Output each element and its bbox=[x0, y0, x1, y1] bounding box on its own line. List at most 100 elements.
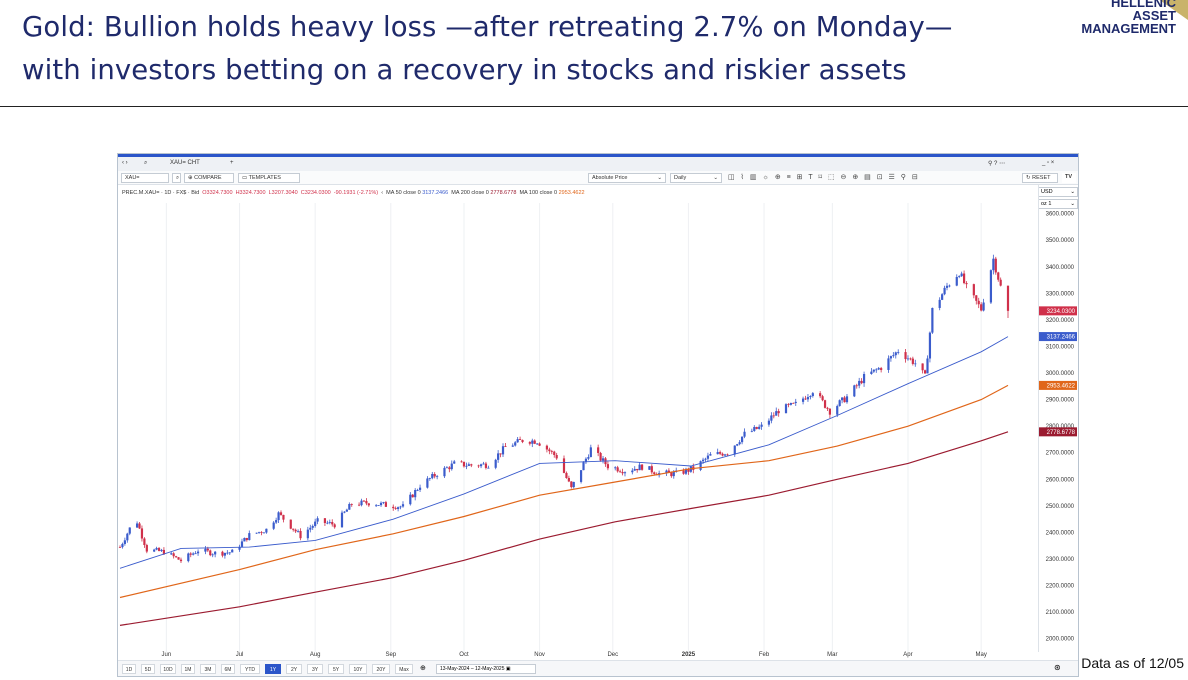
symbol-search-icon[interactable]: ⌕ bbox=[172, 173, 181, 183]
candle-body bbox=[294, 529, 297, 532]
y-tick-label: 2100.0000 bbox=[1046, 610, 1075, 616]
candle-body bbox=[528, 442, 531, 444]
candle-body bbox=[548, 449, 551, 452]
price-chart[interactable]: Jun Jul Aug Sep Oct Nov Dec 2025 Feb Mar Apr May 200… bbox=[118, 154, 1080, 660]
candle-body bbox=[819, 393, 822, 397]
instrument-label: PREC.M.XAU= · 1D · FX$ · Bid bbox=[122, 190, 200, 196]
price-mode-value: Absolute Price bbox=[592, 175, 628, 181]
range-button-ytd[interactable]: YTD bbox=[240, 664, 260, 674]
x-tick-label: Aug bbox=[310, 652, 321, 658]
candle-body bbox=[340, 512, 344, 528]
compare-icon: ⊕ bbox=[188, 175, 195, 181]
window-tools-icon[interactable]: ⚲ ? ⋯ bbox=[988, 161, 1006, 167]
candle-body bbox=[431, 473, 434, 479]
range-button-6m[interactable]: 6M bbox=[221, 664, 235, 674]
range-settings-icon[interactable]: ⊕ bbox=[420, 665, 426, 672]
ohlc-close: C3234.0300 bbox=[300, 190, 331, 196]
window-controls-icon[interactable]: _ ▫ × bbox=[1042, 160, 1055, 166]
candle-body bbox=[897, 352, 900, 353]
y-tick-label: 3600.0000 bbox=[1046, 212, 1075, 218]
range-button-5d[interactable]: 5D bbox=[141, 664, 155, 674]
candle-body bbox=[853, 385, 856, 397]
compare-button[interactable]: ⊕ COMPARE bbox=[184, 173, 234, 183]
candle-body bbox=[845, 396, 849, 403]
templates-button[interactable]: ▭ TEMPLATES bbox=[238, 173, 300, 183]
slide-title: Gold: Bullion holds heavy loss —after re… bbox=[22, 6, 1062, 92]
candle-body bbox=[209, 550, 212, 556]
candle-body bbox=[226, 552, 229, 554]
candle-body bbox=[753, 426, 756, 431]
candle-body bbox=[928, 332, 932, 359]
interval-select[interactable]: Daily ⌄ bbox=[670, 173, 722, 183]
reset-button[interactable]: ↻ RESET bbox=[1022, 173, 1058, 183]
add-tab-icon[interactable]: + bbox=[230, 160, 234, 166]
candle-body bbox=[243, 537, 246, 542]
ma200-label: MA 200 close 0 bbox=[451, 190, 489, 196]
candle-body bbox=[516, 439, 519, 443]
back-forward-icon[interactable]: ‹ › bbox=[122, 160, 128, 166]
candle-body bbox=[279, 512, 283, 515]
date-range-field[interactable]: 13-May-2024 – 12-May-2025 ▣ bbox=[436, 664, 536, 674]
candle-body bbox=[841, 397, 844, 401]
templates-icon: ▭ bbox=[242, 175, 249, 181]
price-tag-label: 2953.4622 bbox=[1047, 383, 1076, 389]
symbol-input[interactable]: XAU= bbox=[121, 173, 169, 183]
chart-settings-icon[interactable]: ⊛ bbox=[1054, 663, 1061, 672]
drawing-tools-icon[interactable]: ◫ ⌇ ▥ ☼ ⊕ ≡ ⊞ T ⌑ ⬚ ⊖ ⊕ ▤ ⊡ ☰ ⚲ ⊟ bbox=[728, 174, 920, 181]
candle-body bbox=[975, 295, 978, 301]
range-button-10d[interactable]: 10D bbox=[160, 664, 176, 674]
tv-logo-icon: TV bbox=[1062, 173, 1076, 183]
ohlc-low: L3207.3040 bbox=[268, 190, 298, 196]
x-tick-label: Jul bbox=[236, 652, 244, 658]
candle-body bbox=[811, 393, 814, 397]
candle-body bbox=[921, 363, 924, 371]
candle-body bbox=[487, 467, 490, 469]
symbol-tab[interactable]: XAU= CHT bbox=[170, 160, 200, 166]
chart-terminal: ‹ › ⌕ XAU= CHT + ⚲ ? ⋯ _ ▫ × XAU= ⌕ ⊕ CO… bbox=[117, 153, 1079, 677]
price-mode-select[interactable]: Absolute Price ⌄ bbox=[588, 173, 666, 183]
chevron-down-icon: ⌄ bbox=[713, 175, 718, 181]
x-tick-label: Jun bbox=[162, 652, 172, 658]
range-button-1y[interactable]: 1Y bbox=[265, 664, 281, 674]
price-tag-box bbox=[1039, 306, 1077, 316]
chart-toolbar: XAU= ⌕ ⊕ COMPARE ▭ TEMPLATES Absolute Pr… bbox=[118, 171, 1078, 185]
range-button-max[interactable]: Max bbox=[395, 664, 413, 674]
candle-body bbox=[670, 472, 673, 477]
y-tick-label: 3400.0000 bbox=[1046, 265, 1075, 271]
x-tick-label: Dec bbox=[607, 652, 618, 658]
candle-body bbox=[787, 404, 790, 405]
candle-body bbox=[633, 468, 636, 471]
candle-body bbox=[631, 470, 634, 473]
candle-body bbox=[494, 459, 497, 468]
range-button-3y[interactable]: 3Y bbox=[307, 664, 323, 674]
candle-body bbox=[521, 439, 524, 443]
candle-body bbox=[536, 443, 539, 445]
candle-body bbox=[448, 467, 451, 470]
candle-body bbox=[992, 258, 995, 271]
range-button-5y[interactable]: 5Y bbox=[328, 664, 344, 674]
search-icon[interactable]: ⌕ bbox=[144, 160, 148, 166]
range-button-1m[interactable]: 1M bbox=[181, 664, 195, 674]
candle-body bbox=[245, 537, 248, 541]
templates-label: TEMPLATES bbox=[248, 175, 281, 181]
candle-body bbox=[587, 457, 590, 459]
legend-collapse-icon[interactable]: ‹ bbox=[381, 190, 384, 196]
candle-body bbox=[518, 439, 522, 440]
candle-body bbox=[382, 502, 385, 503]
range-button-3m[interactable]: 3M bbox=[200, 664, 216, 674]
candle-body bbox=[958, 276, 961, 277]
candle-body bbox=[309, 527, 312, 530]
candle-body bbox=[314, 521, 317, 526]
range-button-1d[interactable]: 1D bbox=[122, 664, 136, 674]
unit-value: oz 1 bbox=[1041, 201, 1052, 207]
candle-body bbox=[758, 426, 761, 429]
candle-body bbox=[123, 540, 126, 544]
range-button-20y[interactable]: 20Y bbox=[372, 664, 390, 674]
candle-body bbox=[162, 549, 166, 555]
candle-body bbox=[397, 507, 400, 509]
ma200-value: 2778.6778 bbox=[490, 190, 517, 196]
range-button-10y[interactable]: 10Y bbox=[349, 664, 367, 674]
candle-body bbox=[497, 453, 500, 460]
candle-body bbox=[175, 556, 178, 558]
range-button-2y[interactable]: 2Y bbox=[286, 664, 302, 674]
